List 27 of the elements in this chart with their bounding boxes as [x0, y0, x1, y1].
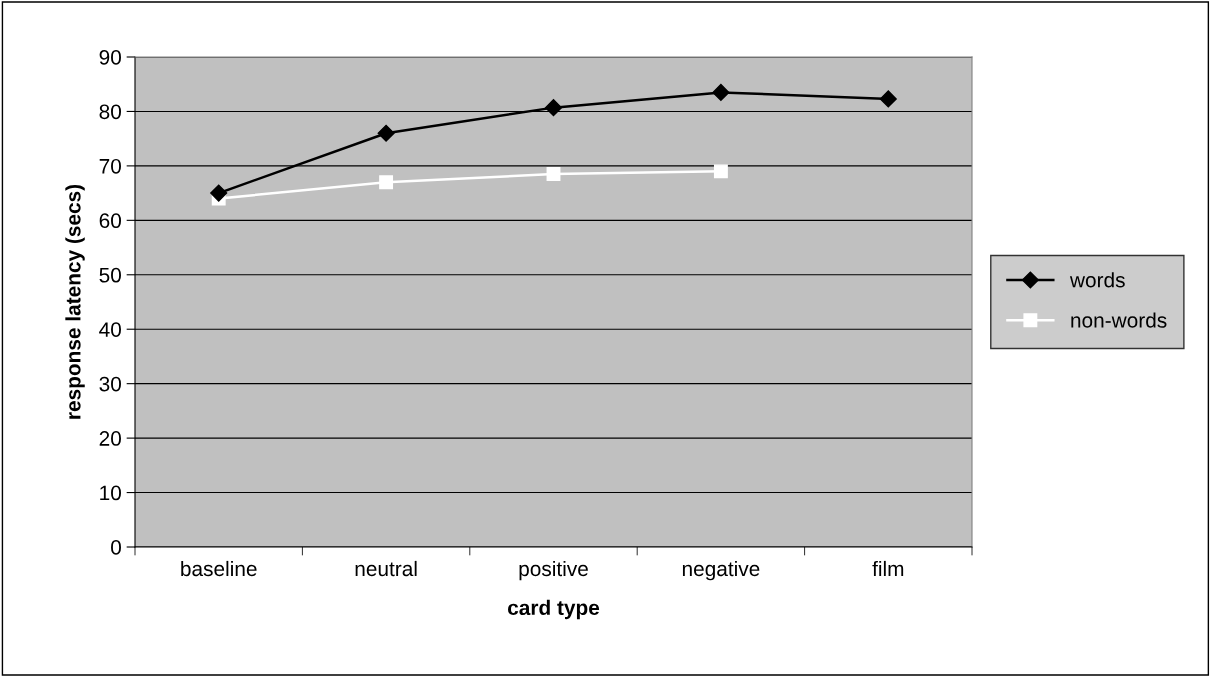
y-tick-label: 10 [100, 485, 121, 501]
y-axis-title: response latency (secs) [65, 184, 85, 419]
point [210, 184, 228, 202]
point [712, 83, 730, 101]
point [713, 164, 728, 179]
y-tick-label: 70 [99, 158, 121, 174]
point [544, 99, 563, 117]
y-tick-label: 60 [99, 213, 121, 229]
point [379, 175, 394, 190]
y-tick-label: 20 [99, 431, 121, 446]
x-tick-label: film [872, 560, 904, 576]
x-axis-title: card type [508, 599, 600, 620]
x-tick-label: baseline [181, 560, 257, 577]
y-tick-label: 0 [111, 540, 121, 555]
legend-label: non-words [1071, 312, 1167, 328]
x-tick-label: neutral [355, 560, 417, 577]
x-tick-label: positive [519, 560, 588, 581]
y-tick-label: 90 [99, 50, 121, 65]
y-tick-label: 40 [99, 322, 121, 337]
point [879, 90, 897, 108]
legend-label: words [1069, 272, 1125, 288]
point [546, 167, 561, 182]
y-tick-label: 80 [99, 104, 121, 120]
y-tick-label: 30 [99, 376, 121, 392]
point [377, 124, 395, 142]
x-tick-label: negative [682, 560, 760, 581]
y-tick-label: 50 [99, 267, 121, 283]
